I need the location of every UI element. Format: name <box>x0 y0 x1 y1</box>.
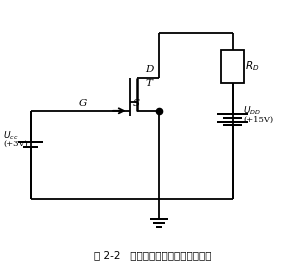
Text: (+3V): (+3V) <box>3 140 28 148</box>
Text: $R_D$: $R_D$ <box>245 60 260 73</box>
Text: G: G <box>79 99 87 108</box>
Text: 图 2-2   共源基本放大电路的直流通路: 图 2-2 共源基本放大电路的直流通路 <box>94 250 212 260</box>
Bar <box>221 50 244 83</box>
Text: $U_{DD}$: $U_{DD}$ <box>243 104 261 117</box>
Text: S: S <box>132 99 140 108</box>
Text: (+15V): (+15V) <box>243 116 273 124</box>
Text: $U_{cc}$: $U_{cc}$ <box>3 129 19 142</box>
Text: T: T <box>145 79 152 88</box>
Text: D: D <box>145 65 154 74</box>
